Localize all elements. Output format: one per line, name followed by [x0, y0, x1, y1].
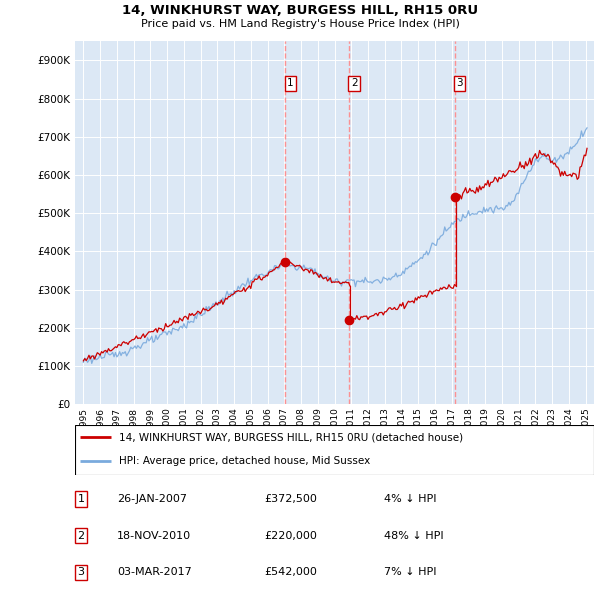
- Text: 2: 2: [77, 531, 85, 540]
- Text: £220,000: £220,000: [264, 531, 317, 540]
- Text: 7% ↓ HPI: 7% ↓ HPI: [384, 568, 437, 577]
- Text: 14, WINKHURST WAY, BURGESS HILL, RH15 0RU (detached house): 14, WINKHURST WAY, BURGESS HILL, RH15 0R…: [119, 432, 463, 442]
- Text: 4% ↓ HPI: 4% ↓ HPI: [384, 494, 437, 504]
- Text: 3: 3: [77, 568, 85, 577]
- Text: HPI: Average price, detached house, Mid Sussex: HPI: Average price, detached house, Mid …: [119, 457, 370, 467]
- Text: 03-MAR-2017: 03-MAR-2017: [117, 568, 192, 577]
- Text: £542,000: £542,000: [264, 568, 317, 577]
- Text: £372,500: £372,500: [264, 494, 317, 504]
- Text: 14, WINKHURST WAY, BURGESS HILL, RH15 0RU: 14, WINKHURST WAY, BURGESS HILL, RH15 0R…: [122, 4, 478, 17]
- Text: Price paid vs. HM Land Registry's House Price Index (HPI): Price paid vs. HM Land Registry's House …: [140, 19, 460, 30]
- Text: 1: 1: [287, 78, 294, 88]
- Text: 18-NOV-2010: 18-NOV-2010: [117, 531, 191, 540]
- Text: 2: 2: [351, 78, 358, 88]
- Text: 48% ↓ HPI: 48% ↓ HPI: [384, 531, 443, 540]
- Text: 1: 1: [77, 494, 85, 504]
- Text: 3: 3: [456, 78, 463, 88]
- Text: 26-JAN-2007: 26-JAN-2007: [117, 494, 187, 504]
